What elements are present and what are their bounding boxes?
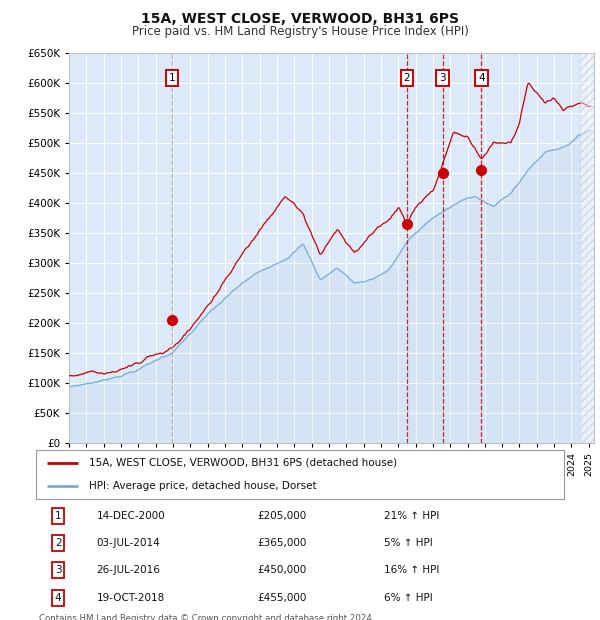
Text: 1: 1: [55, 511, 61, 521]
Text: 3: 3: [55, 565, 61, 575]
Text: 2: 2: [404, 73, 410, 83]
Text: 14-DEC-2000: 14-DEC-2000: [97, 511, 166, 521]
Text: 15A, WEST CLOSE, VERWOOD, BH31 6PS: 15A, WEST CLOSE, VERWOOD, BH31 6PS: [141, 12, 459, 27]
Text: 2: 2: [55, 538, 61, 548]
Text: Contains HM Land Registry data © Crown copyright and database right 2024.
This d: Contains HM Land Registry data © Crown c…: [39, 614, 374, 620]
Text: 3: 3: [439, 73, 446, 83]
Text: £450,000: £450,000: [258, 565, 307, 575]
Text: 5% ↑ HPI: 5% ↑ HPI: [385, 538, 433, 548]
Text: 16% ↑ HPI: 16% ↑ HPI: [385, 565, 440, 575]
Text: 4: 4: [478, 73, 485, 83]
Text: 1: 1: [169, 73, 176, 83]
Text: 21% ↑ HPI: 21% ↑ HPI: [385, 511, 440, 521]
Text: 15A, WEST CLOSE, VERWOOD, BH31 6PS (detached house): 15A, WEST CLOSE, VERWOOD, BH31 6PS (deta…: [89, 458, 397, 468]
Text: £455,000: £455,000: [258, 593, 307, 603]
Text: Price paid vs. HM Land Registry's House Price Index (HPI): Price paid vs. HM Land Registry's House …: [131, 25, 469, 38]
Bar: [580, 53, 594, 443]
Text: 03-JUL-2014: 03-JUL-2014: [97, 538, 160, 548]
Text: £365,000: £365,000: [258, 538, 307, 548]
Text: £205,000: £205,000: [258, 511, 307, 521]
Text: 4: 4: [55, 593, 61, 603]
Text: 26-JUL-2016: 26-JUL-2016: [97, 565, 161, 575]
Text: 19-OCT-2018: 19-OCT-2018: [97, 593, 165, 603]
Text: HPI: Average price, detached house, Dorset: HPI: Average price, detached house, Dors…: [89, 480, 316, 490]
Text: 6% ↑ HPI: 6% ↑ HPI: [385, 593, 433, 603]
